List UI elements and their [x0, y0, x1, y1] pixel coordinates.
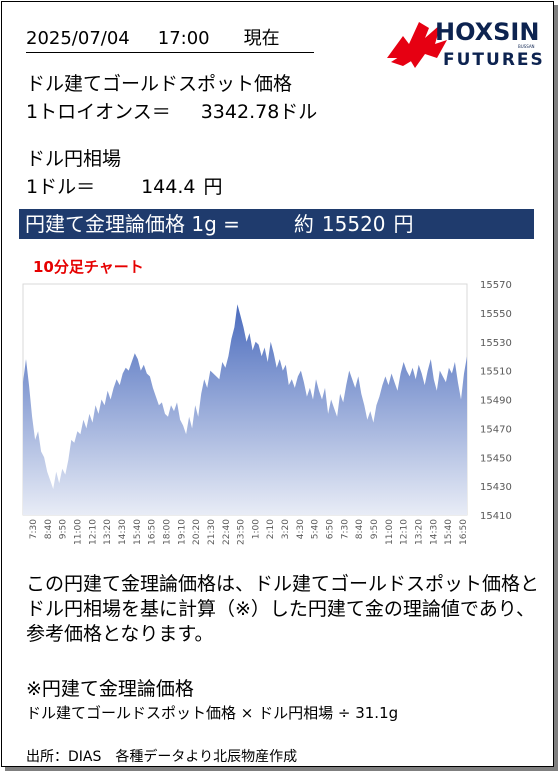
x-tick-label: 11:00 — [74, 519, 84, 545]
x-tick-label: 9:50 — [59, 519, 69, 539]
x-tick-label: 3:20 — [281, 519, 291, 539]
x-tick-label: 7:30 — [29, 519, 39, 539]
theory-price-bar: 円建て金理論価格 1g = 約 15520 円 — [19, 209, 534, 239]
gold-unit-label: 1トロイオンス＝ — [26, 101, 171, 123]
y-tick-label: 15530 — [480, 338, 512, 349]
logo-sub: FUTURES — [443, 50, 545, 70]
header-datetime: 2025/07/04 17:00 現在 — [26, 24, 314, 53]
x-tick-label: 13:20 — [415, 519, 425, 545]
y-tick-label: 15570 — [480, 280, 512, 291]
source-text: 出所：DIAS 各種データより北辰物産作成 — [26, 749, 298, 765]
theory-approx: 約 — [293, 212, 314, 236]
logo-mark-icon — [387, 22, 447, 68]
header-label: 現在 — [243, 28, 280, 49]
fx-value: 144.4 — [141, 176, 196, 198]
x-tick-label: 15:40 — [133, 519, 143, 545]
x-tick-label: 7:30 — [340, 519, 350, 539]
x-tick-label: 14:30 — [118, 519, 128, 545]
x-tick-label: 16:50 — [459, 519, 469, 545]
price-chart: 15570 15550 15530 15510 15490 15470 15450 15430… — [22, 280, 512, 545]
logo-word: HOXSIN — [435, 18, 540, 46]
x-tick-label: 11:00 — [385, 519, 395, 545]
x-tick-label: 6:50 — [326, 519, 336, 539]
header-time: 17:00 — [157, 28, 210, 49]
logo-tiny: BUSSAN — [518, 44, 535, 49]
y-tick-label: 15550 — [480, 309, 512, 320]
series-area — [23, 304, 467, 515]
x-axis: 7:30 8:40 9:50 11:00 12:10 13:20 14:30 15:40 16:… — [29, 519, 469, 545]
x-tick-label: 19:10 — [177, 519, 187, 545]
gold-currency: ドル — [279, 101, 318, 123]
x-tick-label: 12:10 — [400, 519, 410, 545]
x-tick-label: 1:00 — [251, 519, 261, 539]
x-tick-label: 13:20 — [103, 519, 113, 545]
gold-title: ドル建てゴールドスポット価格 — [26, 73, 293, 95]
x-tick-label: 8:40 — [355, 519, 365, 539]
y-tick-label: 15430 — [480, 482, 512, 493]
fx-currency: 円 — [203, 176, 223, 198]
x-tick-label: 4:30 — [296, 519, 306, 539]
fx-title: ドル円相場 — [26, 148, 122, 170]
x-tick-label: 5:40 — [311, 519, 321, 539]
hoxsin-logo: HOXSIN BUSSAN FUTURES — [385, 14, 545, 76]
y-axis: 15570 15550 15530 15510 15490 15470 15450 15430… — [480, 280, 512, 522]
note-formula: ドル建てゴールドスポット価格 × ドル円相場 ÷ 31.1g — [26, 704, 399, 722]
theory-value: 15520 — [321, 212, 386, 236]
x-tick-label: 23:50 — [237, 519, 247, 545]
theory-currency: 円 — [393, 212, 414, 236]
x-tick-label: 20:20 — [192, 519, 202, 545]
theory-label: 円建て金理論価格 1g = — [25, 212, 240, 236]
x-tick-label: 12:10 — [88, 519, 98, 545]
x-tick-label: 15:40 — [444, 519, 454, 545]
x-tick-label: 22:40 — [222, 519, 232, 545]
x-tick-label: 2:10 — [266, 519, 276, 539]
header-date: 2025/07/04 — [26, 28, 130, 49]
y-tick-label: 15510 — [480, 367, 512, 378]
chart-title: 10分足チャート — [33, 258, 144, 276]
x-tick-label: 21:30 — [207, 519, 217, 545]
fx-unit-label: 1ドル＝ — [26, 176, 96, 198]
fx-row: 1ドル＝ 144.4 円 — [26, 172, 223, 199]
y-tick-label: 15470 — [480, 424, 512, 435]
y-tick-label: 15450 — [480, 453, 512, 464]
y-tick-label: 15410 — [480, 511, 512, 522]
note-title: ※円建て金理論価格 — [26, 678, 194, 700]
gold-row: 1トロイオンス＝ 3342.78ドル — [26, 97, 317, 124]
gold-value: 3342.78 — [200, 101, 280, 123]
x-tick-label: 18:00 — [162, 519, 172, 545]
description: この円建て金理論価格は、ドル建てゴールドスポット価格とドル円相場を基に計算（※）… — [26, 573, 540, 645]
x-tick-label: 14:30 — [429, 519, 439, 545]
x-tick-label: 8:40 — [44, 519, 54, 539]
x-tick-label: 16:50 — [148, 519, 158, 545]
x-tick-label: 9:50 — [370, 519, 380, 539]
y-tick-label: 15490 — [480, 396, 512, 407]
